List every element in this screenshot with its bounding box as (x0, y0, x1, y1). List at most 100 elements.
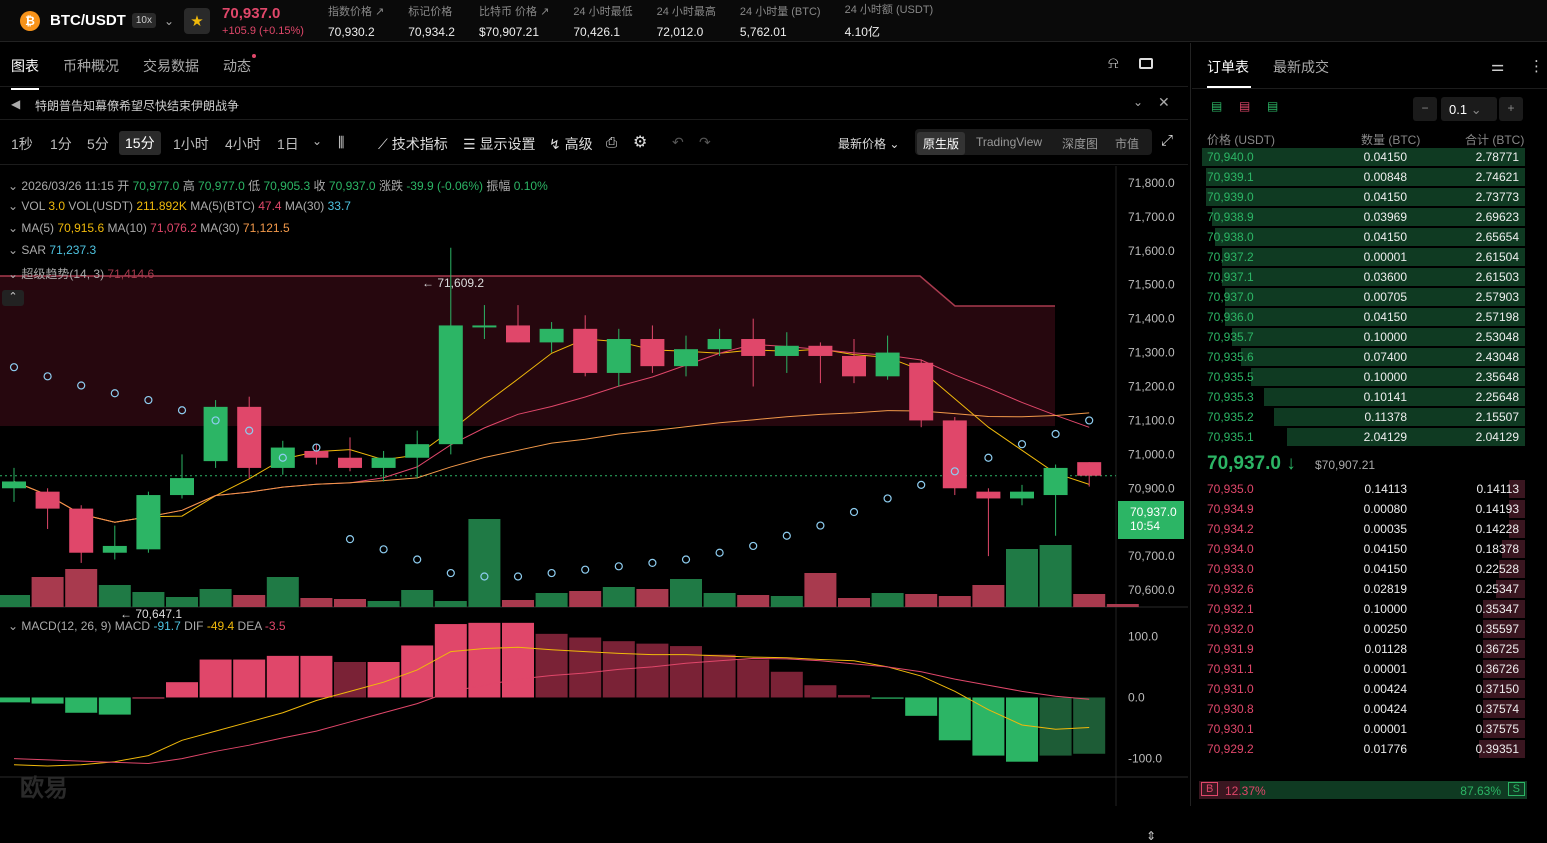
gear-icon[interactable]: ⚙ (633, 134, 648, 151)
sar-dot (9, 363, 19, 372)
mid-price-row[interactable]: 70,937.0 ↓ $70,907.21 (1199, 451, 1525, 481)
bid-row[interactable]: 70,934.2 0.00035 0.14228 (1199, 520, 1525, 538)
screenshot-icon[interactable]: ⎙ (606, 134, 618, 150)
candle-body (371, 457, 396, 468)
macd-histogram-bar (770, 671, 803, 698)
tab-orderbook[interactable]: 订单表 (1207, 59, 1249, 75)
bid-row[interactable]: 70,930.8 0.00424 0.37574 (1199, 700, 1525, 718)
tab-overview[interactable]: 币种概况 (63, 58, 119, 74)
bid-row[interactable]: 70,930.1 0.00001 0.37575 (1199, 720, 1525, 738)
undo-icon[interactable]: ↶ (672, 134, 684, 150)
pair-name[interactable]: BTC/USDT (50, 12, 126, 29)
tab-trade-data[interactable]: 交易数据 (143, 58, 199, 74)
close-icon[interactable]: ✕ (1158, 94, 1170, 110)
step-plus-button[interactable]: + (1499, 97, 1523, 121)
ask-row[interactable]: 70,938.0 0.04150 2.65654 (1199, 228, 1525, 246)
price-tick-label: 71,800.0 (1128, 176, 1175, 190)
ask-row[interactable]: 70,937.1 0.03600 2.61503 (1199, 268, 1525, 286)
chevron-down-icon[interactable]: ⌄ (312, 134, 323, 148)
view-tradingview[interactable]: TradingView (976, 135, 1043, 149)
sar-dot (1051, 429, 1060, 439)
ask-depth-bar (1221, 248, 1525, 266)
ask-row[interactable]: 70,937.0 0.00705 2.57903 (1199, 288, 1525, 306)
chart-area[interactable]: 71,800.0 71,700.0 71,600.0 71,500.0 71,400.0… (0, 166, 1188, 843)
view-marketcap[interactable]: 市值 (1115, 137, 1140, 151)
alert-bell-icon[interactable]: ⍾ (1108, 55, 1119, 72)
ask-row[interactable]: 70,939.1 0.00848 2.74621 (1199, 168, 1525, 186)
bid-row[interactable]: 70,931.1 0.00001 0.36726 (1199, 660, 1525, 678)
interval-15m[interactable]: 15分 (119, 131, 161, 155)
ask-row[interactable]: 70,935.2 0.11378 2.15507 (1199, 408, 1525, 426)
tab-chart[interactable]: 图表 (11, 58, 39, 90)
ask-row[interactable]: 70,935.1 2.04129 2.04129 (1199, 428, 1525, 446)
view-depth[interactable]: 深度图 (1062, 137, 1099, 151)
stat-label[interactable]: 指数价格 ↗ (327, 5, 385, 18)
ask-row[interactable]: 70,940.0 0.04150 2.78771 (1199, 148, 1525, 166)
reset-scale-icon[interactable]: ⇕ (1146, 829, 1157, 843)
settings-sliders-icon[interactable]: ⚌ (1491, 58, 1505, 75)
header-total: 合计 (BTC) (1465, 133, 1525, 147)
bid-row[interactable]: 70,933.0 0.04150 0.22528 (1199, 560, 1525, 578)
bid-row[interactable]: 70,929.2 0.01776 0.39351 (1199, 740, 1525, 758)
chevron-down-icon[interactable]: ⌄ (1133, 95, 1144, 109)
asks-view-icon[interactable]: ▤ (1239, 99, 1251, 113)
candle-type-icon[interactable]: ⫼ (338, 134, 345, 150)
collapse-icon[interactable]: ⌄ (8, 179, 22, 193)
tab-recent-trades[interactable]: 最新成交 (1273, 59, 1329, 75)
collapse-icon[interactable]: ⌄ (8, 267, 22, 281)
redo-icon[interactable]: ↷ (699, 134, 711, 150)
step-minus-button[interactable]: − (1413, 97, 1437, 121)
interval-4h[interactable]: 4小时 (225, 136, 261, 152)
interval-1h[interactable]: 1小时 (173, 136, 209, 152)
collapse-icon[interactable]: ⌄ (8, 199, 22, 213)
ask-row[interactable]: 70,939.0 0.04150 2.73773 (1199, 188, 1525, 206)
ma10-value: 71,076.2 (150, 221, 197, 235)
bid-row[interactable]: 70,931.0 0.00424 0.37150 (1199, 680, 1525, 698)
leverage-badge: 10x (131, 13, 156, 28)
bid-row[interactable]: 70,934.0 0.04150 0.18378 (1199, 540, 1525, 558)
candlestick-chart[interactable]: 71,800.0 71,700.0 71,600.0 71,500.0 71,400.0… (0, 166, 1188, 806)
ask-row[interactable]: 70,935.7 0.10000 2.53048 (1199, 328, 1525, 346)
ask-row[interactable]: 70,938.9 0.03969 2.69623 (1199, 208, 1525, 226)
collapse-legends-icon[interactable]: ⌃ (2, 290, 24, 306)
bid-row[interactable]: 70,932.6 0.02819 0.25347 (1199, 580, 1525, 598)
collapse-icon[interactable]: ⌄ (8, 619, 22, 633)
bid-depth-bar (1479, 740, 1525, 758)
bid-total: 0.37575 (1475, 722, 1519, 736)
bid-row[interactable]: 70,934.9 0.00080 0.14193 (1199, 500, 1525, 518)
ask-row[interactable]: 70,935.6 0.07400 2.43048 (1199, 348, 1525, 366)
tab-dynamic[interactable]: 动态 (223, 54, 256, 76)
candle-body (573, 328, 598, 373)
bids-view-icon[interactable]: ▤ (1267, 99, 1279, 113)
fullscreen-icon[interactable] (1139, 58, 1153, 69)
bid-row[interactable]: 70,932.0 0.00250 0.35597 (1199, 620, 1525, 638)
step-select[interactable]: 0.1 ⌄ (1441, 97, 1497, 121)
interval-1s[interactable]: 1秒 (11, 136, 33, 152)
bid-row[interactable]: 70,932.1 0.10000 0.35347 (1199, 600, 1525, 618)
news-bar[interactable]: ◀ 特朗普告知幕僚希望尽快结束伊朗战争 ⌄ ✕ (0, 88, 1188, 120)
ask-row[interactable]: 70,935.5 0.10000 2.35648 (1199, 368, 1525, 386)
display-settings-button[interactable]: ☰ 显示设置 (463, 134, 535, 154)
expand-icon[interactable]: ⤢ (1161, 132, 1174, 149)
ask-row[interactable]: 70,937.2 0.00001 2.61504 (1199, 248, 1525, 266)
both-sides-view-icon[interactable]: ▤ (1211, 99, 1223, 113)
interval-1m[interactable]: 1分 (50, 136, 72, 152)
ask-row[interactable]: 70,935.3 0.10141 2.25648 (1199, 388, 1525, 406)
macd-histogram-bar (65, 697, 98, 713)
advanced-button[interactable]: ↯ 高级 (549, 134, 593, 154)
interval-1d[interactable]: 1日 (277, 136, 299, 152)
collapse-icon[interactable]: ⌄ (8, 243, 22, 257)
indicators-button[interactable]: ⟋ 技术指标 (378, 134, 448, 154)
chevron-down-icon[interactable]: ⌄ (163, 13, 175, 28)
view-native[interactable]: 原生版 (917, 132, 966, 155)
ask-row[interactable]: 70,936.0 0.04150 2.57198 (1199, 308, 1525, 326)
news-text[interactable]: 特朗普告知幕僚希望尽快结束伊朗战争 (35, 99, 240, 113)
more-icon[interactable]: ⋮ (1529, 58, 1544, 75)
favorite-star-icon[interactable]: ★ (184, 7, 211, 34)
stat-label[interactable]: 比特币 价格 ↗ (478, 5, 550, 18)
bid-row[interactable]: 70,931.9 0.01128 0.36725 (1199, 640, 1525, 658)
price-type-select[interactable]: 最新价格 ⌄ (838, 137, 900, 151)
collapse-icon[interactable]: ⌄ (8, 221, 22, 235)
interval-5m[interactable]: 5分 (87, 136, 109, 152)
bid-row[interactable]: 70,935.0 0.14113 0.14113 (1199, 480, 1525, 498)
